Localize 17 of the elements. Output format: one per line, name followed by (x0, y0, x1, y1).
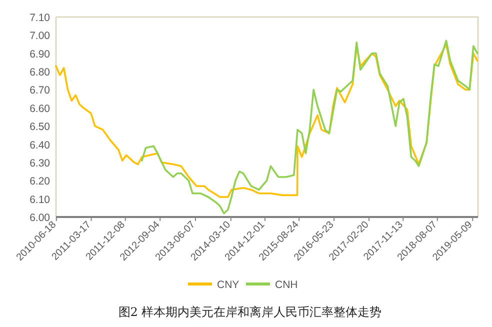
y-tick-label: 6.80 (30, 66, 50, 79)
text: 图2 样本期内美元在岸和离岸人民币汇率整体走势 (118, 305, 382, 319)
y-tick-label: 6.90 (30, 48, 50, 60)
y-tick-label: 7.10 (30, 12, 50, 24)
legend-label: CNH (275, 279, 298, 291)
line-series (140, 40, 478, 214)
y-tick-label: 6.00 (30, 212, 50, 224)
y-tick-label: 6.20 (30, 176, 50, 188)
legend-label: CNY (217, 279, 240, 291)
y-tick-label: 6.40 (30, 139, 50, 152)
y-tick-label: 6.70 (30, 84, 50, 97)
y-tick-label: 6.10 (30, 194, 50, 206)
y-tick-label: 6.60 (30, 102, 50, 115)
y-tick-label: 6.50 (30, 121, 50, 134)
y-tick-label: 6.30 (30, 157, 50, 170)
line-series (55, 43, 478, 198)
y-tick-label: 7.00 (30, 30, 50, 42)
